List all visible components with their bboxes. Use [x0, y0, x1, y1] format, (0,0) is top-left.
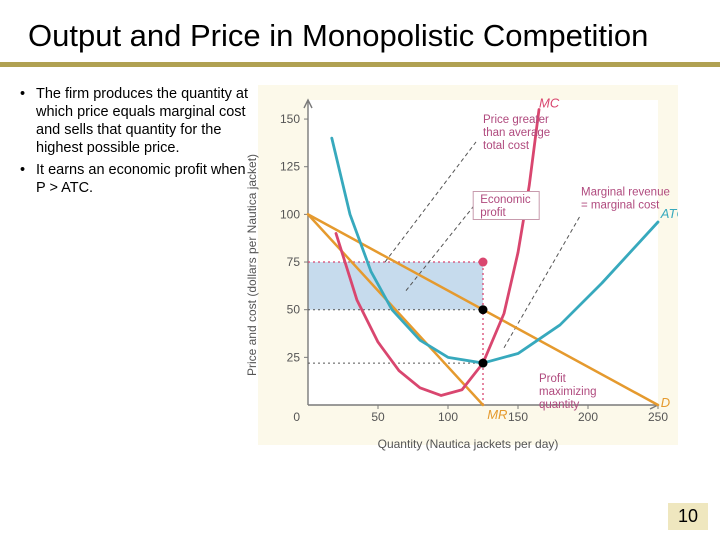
svg-text:quantity: quantity [539, 399, 580, 411]
svg-text:125: 125 [280, 159, 300, 173]
list-item: The firm produces the quantity at which … [18, 85, 258, 158]
svg-text:than average: than average [483, 127, 550, 139]
svg-text:D: D [661, 395, 670, 410]
svg-text:100: 100 [280, 207, 300, 221]
svg-text:100: 100 [438, 410, 458, 424]
svg-text:200: 200 [578, 410, 598, 424]
svg-text:75: 75 [287, 255, 301, 269]
svg-text:250: 250 [648, 410, 668, 424]
svg-text:50: 50 [371, 410, 385, 424]
svg-text:total cost: total cost [483, 140, 530, 152]
svg-text:MC: MC [539, 95, 560, 110]
bullet-list: The firm produces the quantity at which … [18, 85, 258, 445]
page-number: 10 [668, 503, 708, 530]
svg-text:ATC: ATC [660, 206, 678, 221]
svg-text:0: 0 [293, 410, 300, 424]
svg-text:profit: profit [480, 207, 506, 219]
svg-text:150: 150 [280, 112, 300, 126]
economics-chart: Price and cost (dollars per Nautica jack… [258, 85, 678, 445]
svg-text:maximizing: maximizing [539, 386, 597, 398]
svg-text:Economic: Economic [480, 194, 531, 206]
y-axis-label: Price and cost (dollars per Nautica jack… [245, 154, 259, 376]
svg-text:= marginal cost: = marginal cost [581, 199, 660, 211]
svg-text:MR: MR [487, 407, 507, 422]
page-title: Output and Price in Monopolistic Competi… [28, 18, 692, 54]
svg-text:150: 150 [508, 410, 528, 424]
svg-text:Marginal revenue: Marginal revenue [581, 186, 670, 198]
x-axis-label: Quantity (Nautica jackets per day) [378, 437, 559, 451]
svg-text:50: 50 [287, 302, 301, 316]
list-item: It earns an economic profit when P > ATC… [18, 161, 258, 197]
svg-text:Price greater: Price greater [483, 114, 549, 126]
svg-text:25: 25 [287, 350, 301, 364]
svg-text:Profit: Profit [539, 373, 567, 385]
